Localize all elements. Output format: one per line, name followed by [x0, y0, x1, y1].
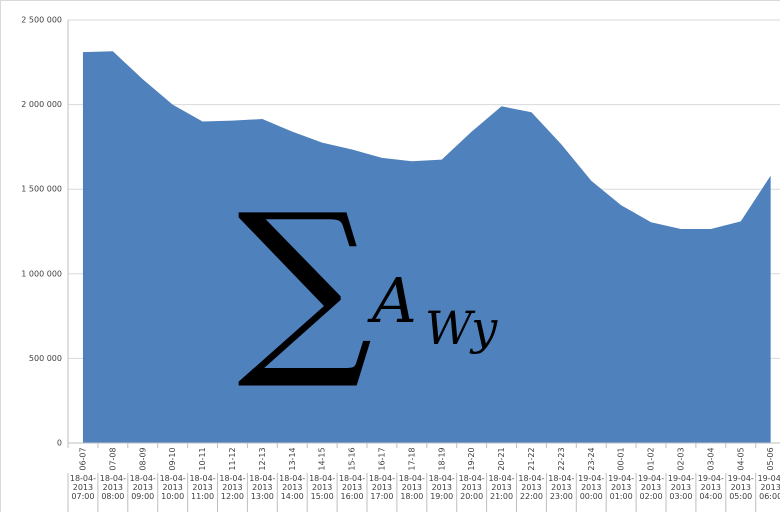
x-tick-label: 14-15: [318, 447, 327, 470]
x-sublabel: 18-04-2013 16:00: [338, 474, 366, 501]
x-sublabel: 18-04-2013 21:00: [488, 474, 515, 501]
x-sublabel: 18-04-2013 10:00: [159, 474, 186, 501]
x-sublabel: 18-04-2013 13:00: [249, 474, 276, 501]
x-tick-label: 08-09: [138, 447, 147, 470]
x-sublabel: 19-04-2013 04:00: [697, 474, 724, 501]
x-tick-label: 12-13: [258, 447, 267, 470]
x-tick-label: 22-23: [557, 447, 566, 470]
y-tick-label: 0: [57, 439, 62, 448]
x-tick-label: 09-10: [168, 447, 177, 470]
x-tick-label: 05-06: [766, 447, 775, 470]
x-sublabel: 19-04-2013 05:00: [727, 474, 754, 501]
x-tick-label: 23-24: [587, 447, 596, 470]
x-sublabel: 18-04-2013 23:00: [548, 474, 575, 501]
x-sublabel: 19-04-2013 02:00: [637, 474, 665, 501]
x-tick-label: 03-04: [706, 447, 715, 470]
x-sublabel: 18-04-2013 09:00: [129, 474, 156, 501]
y-tick-label: 2 500 000: [21, 16, 62, 25]
formula-base: A: [367, 264, 417, 337]
x-sublabel: 19-04-2013 03:00: [667, 474, 694, 501]
x-tick-label: 06-07: [78, 447, 87, 470]
x-tick-label: 00-01: [617, 447, 626, 470]
x-sublabel: 18-04-2013 15:00: [309, 474, 336, 501]
x-sublabel: 18-04-2013 11:00: [189, 474, 216, 501]
area: [82, 51, 771, 443]
x-tick-label: 04-05: [736, 447, 745, 470]
x-sublabel: 18-04-2013 17:00: [368, 474, 395, 501]
x-sublabel: 19-04-2013 06:00: [757, 474, 780, 501]
x-sublabel: 18-04-2013 19:00: [428, 474, 455, 501]
x-tick-label: 20-21: [497, 447, 506, 470]
x-sublabel: 18-04-2013 22:00: [518, 474, 545, 501]
formula-subscript: Wy: [425, 301, 498, 355]
x-tick-label: 19-20: [467, 447, 476, 470]
x-sublabel: 18-04-2013 20:00: [458, 474, 485, 501]
x-tick-label: 13-14: [288, 447, 297, 470]
y-tick-label: 1 000 000: [21, 269, 62, 278]
y-tick-label: 2 000 000: [21, 100, 62, 109]
x-tick-label: 01-02: [647, 447, 656, 470]
x-tick-label: 02-03: [676, 447, 685, 470]
x-tick-label: 18-19: [437, 447, 446, 470]
x-sublabel: 18-04-2013 12:00: [219, 474, 246, 501]
x-sublabel: 18-04-2013 18:00: [398, 474, 425, 501]
x-tick-label: 21-22: [527, 447, 536, 470]
x-tick-label: 16-17: [377, 447, 386, 470]
x-tick-label: 17-18: [407, 447, 416, 470]
x-sublabel: 18-04-2013 14:00: [279, 474, 306, 501]
x-sublabel: 19-04-2013 00:00: [578, 474, 605, 501]
x-tick-label: 11-12: [228, 447, 237, 470]
x-sublabel: 19-04-2013 01:00: [608, 474, 635, 501]
x-sublabel: 18-04-2013 08:00: [99, 474, 126, 501]
x-tick-label: 15-16: [348, 447, 357, 470]
x-tick-label: 10-11: [198, 447, 207, 470]
formula-symbol: ∑: [237, 173, 373, 394]
y-tick-label: 500 000: [29, 354, 62, 363]
x-sublabel: 18-04-2013 07:00: [69, 474, 96, 501]
x-tick-label: 07-08: [108, 447, 117, 470]
y-tick-label: 1 500 000: [21, 185, 62, 194]
